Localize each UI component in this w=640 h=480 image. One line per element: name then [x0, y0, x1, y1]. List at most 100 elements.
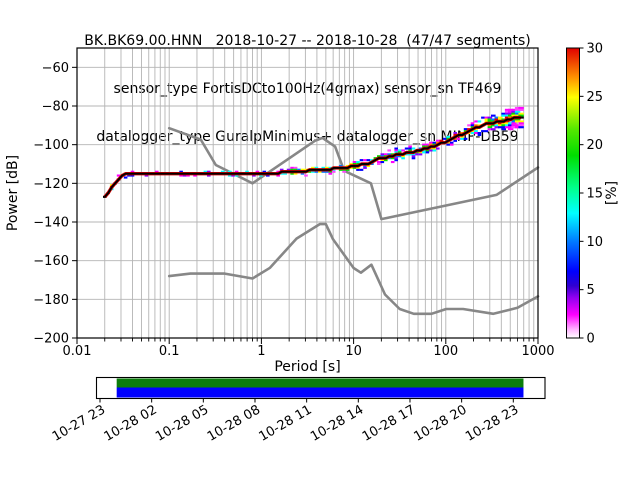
ppsd-histogram-cell [460, 135, 464, 138]
ppsd-histogram-cell [331, 168, 336, 171]
ppsd-histogram-cell [501, 114, 506, 117]
ppsd-histogram-cell [397, 155, 402, 158]
ppsd-histogram-cell [504, 110, 510, 113]
ppsd-histogram-cell [311, 170, 315, 173]
ppsd-histogram-cell [514, 126, 521, 129]
ppsd-histogram-cell [429, 143, 433, 146]
x-tick-label: 1000 [521, 344, 554, 359]
ppsd-histogram-cell [494, 124, 500, 127]
timeline-tick-label: 10-28 02 [102, 402, 160, 444]
ppsd-histogram-cell [481, 130, 485, 133]
ppsd-histogram-cell [432, 149, 437, 152]
ppsd-histogram-cell [504, 122, 510, 125]
timeline-tick-label: 10-28 11 [256, 402, 314, 444]
ppsd-histogram-cell [487, 118, 493, 121]
y-tick-label: −100 [33, 138, 69, 153]
ppsd-histogram-cell [234, 170, 239, 173]
ppsd-histogram-cell [477, 132, 482, 135]
ppsd-histogram-cell [304, 168, 308, 171]
ppsd-histogram-cell [422, 145, 426, 148]
ppsd-histogram-cell [518, 120, 524, 123]
ppsd-histogram-cell [390, 161, 395, 164]
ppsd-histogram-cell [408, 149, 412, 152]
ppsd-histogram-cell [429, 141, 433, 144]
colorbar-tick-label: 0 [587, 332, 595, 347]
ppsd-histogram-cell [314, 166, 319, 169]
ppsd-histogram-cell [356, 161, 360, 164]
ppsd-histogram-cell [432, 147, 437, 150]
y-tick-label: −160 [33, 254, 69, 269]
ppsd-histogram-cell [504, 116, 510, 119]
ppsd-histogram-cell [491, 114, 496, 117]
ppsd-histogram-cell [394, 151, 398, 154]
ppsd-histogram-cell [474, 132, 478, 135]
ppsd-histogram-cell [470, 132, 475, 135]
ppsd-histogram-cell [514, 106, 521, 109]
ppsd-histogram-cell [504, 124, 510, 127]
ppsd-histogram-cell [404, 153, 409, 156]
ppsd-histogram-cell [511, 118, 517, 121]
ppsd-histogram-cell [397, 149, 402, 152]
ppsd-histogram-cell [384, 159, 388, 162]
ppsd-histogram-cell [511, 112, 517, 115]
ppsd-histogram-cell [518, 114, 524, 117]
ppsd-histogram-cell [511, 120, 517, 123]
ppsd-mode-curve [104, 116, 522, 198]
colorbar-tick-label: 5 [587, 283, 595, 298]
timeline-tick-label: 10-28 23 [463, 402, 521, 444]
ppsd-histogram-cell [401, 157, 405, 160]
ppsd-histogram-cell [449, 143, 454, 146]
ppsd-histogram-cell [415, 153, 419, 156]
ppsd-histogram-cell [127, 174, 131, 177]
colorbar-tick-label: 25 [587, 90, 604, 105]
y-axis-label: Power [dB] [5, 155, 21, 231]
ppsd-histogram-cell [352, 166, 357, 169]
ppsd-histogram-cell [276, 174, 280, 177]
timeline-tick-label: 10-28 08 [205, 402, 263, 444]
ppsd-histogram-cell [297, 168, 301, 171]
ppsd-histogram-cell [422, 143, 426, 146]
ppsd-histogram-cell [487, 116, 493, 119]
ppsd-histogram-cell [387, 153, 391, 156]
axes-frame-and-ticks [72, 47, 539, 344]
ppsd-histogram-cell [408, 147, 412, 150]
ppsd-histogram-cell [508, 124, 514, 127]
ppsd-histogram-cell [518, 116, 524, 119]
ppsd-histogram-cell [377, 161, 381, 164]
x-axis-label: Period [s] [274, 359, 340, 375]
y-tick-label: −80 [42, 100, 69, 115]
timeline-tick-label: 10-28 17 [360, 402, 418, 444]
ppsd-histogram-cell [349, 162, 353, 165]
ppsd-histogram-cell [397, 151, 402, 154]
ppsd-histogram-cell [508, 108, 514, 111]
ppsd-histogram-cell [227, 174, 232, 177]
ppsd-histogram-cell [411, 153, 416, 156]
ppsd-histogram-cell [518, 124, 524, 127]
ppsd-histogram-cell [325, 170, 329, 173]
ppsd-histogram-cell [179, 174, 183, 177]
ppsd-histogram-cell [266, 174, 270, 177]
ppsd-histogram-cell [408, 145, 412, 148]
ppsd-histogram-cell [182, 174, 187, 177]
ppsd-histogram-cell [508, 122, 514, 125]
noise-model-low-NLNM-curve [167, 222, 540, 316]
ppsd-histogram-cell [491, 118, 496, 121]
ppsd-histogram-cell [487, 120, 493, 123]
ppsd-histogram-cell [425, 151, 430, 154]
ppsd-histogram-cell [186, 174, 190, 177]
ppsd-histogram-cell [436, 139, 440, 142]
ppsd-histogram-cell [518, 112, 524, 115]
ppsd-histogram-cell [508, 116, 514, 119]
ppsd-histogram-cell [484, 116, 489, 119]
ppsd-histogram-cell [342, 170, 346, 173]
ppsd-histogram-cell [446, 135, 450, 138]
ppsd-histogram-cell [286, 168, 291, 171]
colorbar-label: [%] [604, 181, 620, 205]
ppsd-histogram-cell [494, 122, 500, 125]
ppsd-histogram-cell [514, 110, 521, 113]
timeline-tick-label: 10-27 23 [50, 402, 108, 444]
ppsd-histogram-cell [446, 143, 450, 146]
ppsd-histogram-cell [331, 170, 336, 173]
ppsd-histogram-cell [245, 170, 249, 173]
grid-layer [77, 48, 538, 339]
